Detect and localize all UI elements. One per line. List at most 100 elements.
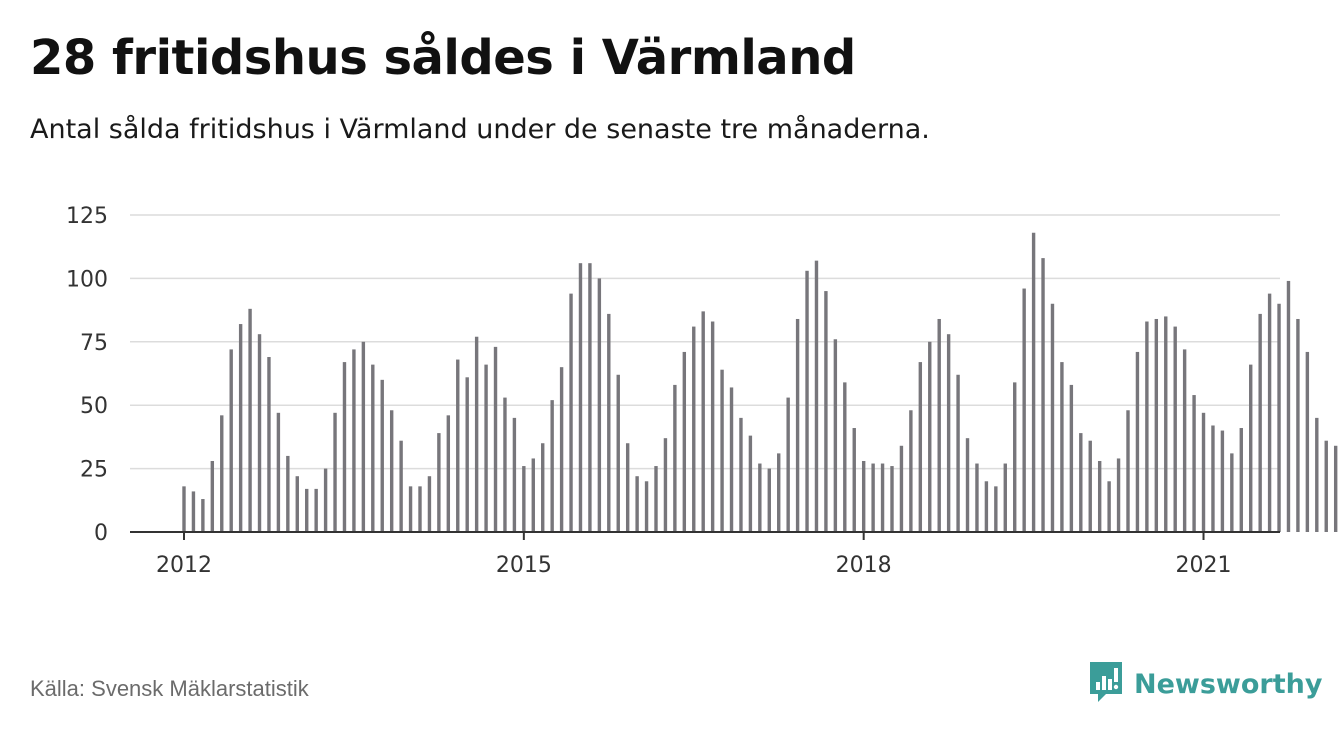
bar — [437, 433, 441, 532]
bar — [1041, 258, 1045, 532]
bar — [1277, 303, 1281, 532]
bar — [389, 410, 394, 532]
bar-chart: 02550751001252012201520182021202328 — [66, 204, 1338, 578]
bar — [323, 468, 328, 532]
x-tick-label: 2015 — [496, 553, 552, 578]
bar — [1107, 481, 1111, 532]
bar — [446, 415, 451, 532]
bar — [616, 374, 620, 532]
y-tick-label: 125 — [66, 204, 108, 229]
bar — [1060, 362, 1064, 532]
x-tick-label: 2012 — [156, 553, 212, 578]
bar — [1154, 318, 1159, 532]
x-tick-label: 2018 — [836, 553, 892, 578]
bar — [871, 463, 875, 532]
bar — [1116, 458, 1121, 532]
bar — [918, 362, 923, 532]
bar — [484, 364, 488, 532]
chart-subtitle: Antal sålda fritidshus i Värmland under … — [30, 114, 930, 145]
bar — [814, 260, 819, 532]
bar — [1230, 453, 1234, 532]
chart-title: 28 fritidshus såldes i Värmland — [30, 30, 856, 86]
bar — [692, 326, 696, 532]
bar — [597, 278, 602, 532]
brand-name: Newsworthy — [1134, 669, 1323, 700]
bar — [1296, 318, 1300, 532]
bar — [276, 412, 281, 532]
bar — [739, 417, 743, 532]
bar — [220, 415, 224, 532]
bar — [569, 293, 573, 532]
bar — [1069, 384, 1074, 532]
bar — [1145, 321, 1149, 532]
bar — [371, 364, 375, 532]
bar — [418, 486, 422, 532]
bar — [1182, 349, 1187, 532]
bar — [1220, 430, 1225, 532]
bar — [767, 468, 771, 532]
bar — [1079, 433, 1083, 532]
bar — [522, 466, 526, 532]
bar — [314, 488, 318, 532]
bar — [1031, 232, 1036, 532]
bar — [1097, 460, 1102, 532]
bar — [1201, 412, 1206, 532]
bar — [758, 463, 762, 532]
bar — [1211, 425, 1215, 532]
bar — [1315, 417, 1319, 532]
y-tick-label: 100 — [66, 267, 108, 292]
brand-logo[interactable]: Newsworthy — [1088, 660, 1322, 709]
bar — [682, 351, 687, 532]
bar — [1333, 445, 1338, 532]
bar — [305, 488, 309, 532]
bar — [474, 336, 479, 532]
bar — [1267, 293, 1272, 532]
bar — [286, 455, 290, 532]
bar — [361, 341, 366, 532]
bar — [710, 321, 715, 532]
bar — [210, 460, 215, 532]
bar — [333, 412, 337, 532]
bar — [559, 367, 564, 532]
y-tick-label: 50 — [80, 394, 108, 419]
bar — [531, 458, 535, 532]
bar — [994, 486, 998, 532]
bar — [267, 357, 271, 532]
bar — [852, 428, 856, 532]
bar — [578, 263, 583, 532]
bar — [1088, 440, 1092, 532]
bar — [777, 453, 781, 532]
bar — [295, 476, 299, 532]
y-tick-label: 25 — [80, 458, 108, 483]
bar — [899, 445, 904, 532]
bar — [342, 362, 347, 532]
bar — [201, 499, 205, 532]
bar — [880, 463, 885, 532]
bar — [1249, 364, 1253, 532]
bar — [748, 435, 753, 532]
bar — [625, 443, 630, 532]
bar — [890, 466, 894, 532]
bar — [607, 313, 611, 532]
bar — [399, 440, 403, 532]
bar — [984, 481, 989, 532]
bar — [701, 311, 705, 532]
bar — [975, 463, 979, 532]
x-tick-label: 2021 — [1176, 553, 1232, 578]
bar — [408, 486, 413, 532]
bar — [182, 486, 186, 532]
bar — [1192, 395, 1196, 532]
bar — [833, 339, 838, 532]
bar — [824, 291, 828, 532]
bar — [795, 318, 800, 532]
bar — [493, 346, 498, 532]
bar — [456, 359, 460, 532]
y-tick-label: 75 — [80, 331, 108, 356]
bar — [191, 491, 196, 532]
bar — [663, 438, 668, 532]
bar — [1258, 313, 1262, 532]
source-note: Källa: Svensk Mäklarstatistik — [30, 676, 309, 701]
bar — [937, 318, 941, 532]
bar — [729, 387, 734, 532]
bar — [512, 417, 517, 532]
